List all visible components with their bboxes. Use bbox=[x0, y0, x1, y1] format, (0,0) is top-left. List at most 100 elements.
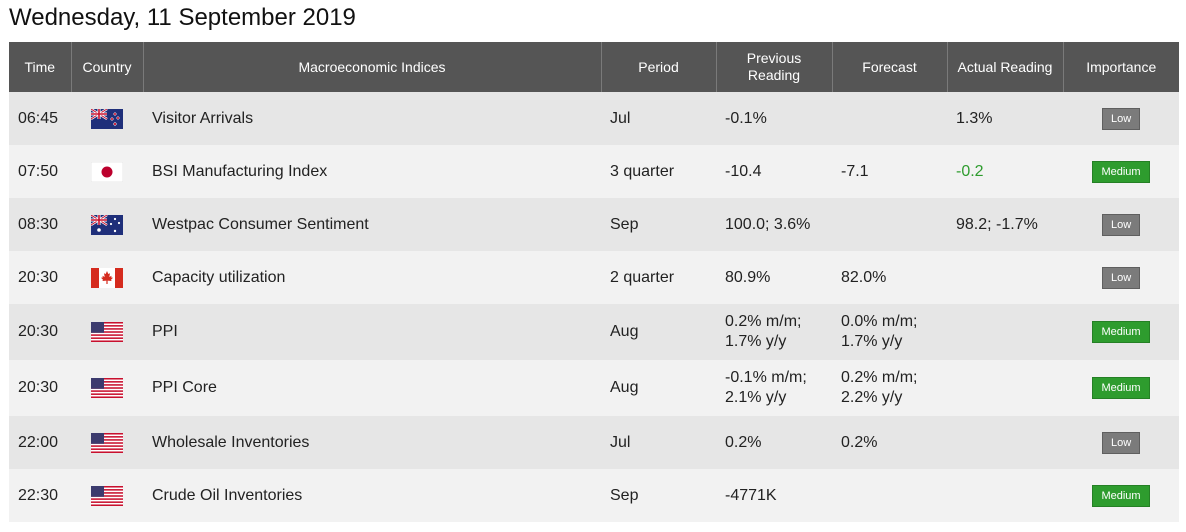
previous-value: -0.1% bbox=[725, 109, 767, 127]
usa-flag-icon bbox=[91, 485, 123, 506]
previous-value: 0.2% m/m; bbox=[725, 313, 802, 330]
event-name: Westpac Consumer Sentiment bbox=[152, 215, 369, 233]
actual-cell bbox=[947, 469, 1063, 522]
forecast-value-line2: 1.7% y/y bbox=[841, 333, 903, 350]
importance-cell: Low bbox=[1063, 92, 1179, 145]
previous-cell: -0.1% bbox=[716, 92, 832, 145]
time-cell: 07:50 bbox=[9, 145, 71, 198]
table-row[interactable]: 20:30 PPI Aug 0.2% m/m; 1.7% y/y 0.0% m/m; 1.… bbox=[9, 304, 1179, 360]
event-name: Wholesale Inventories bbox=[152, 433, 310, 451]
column-header-actual: Actual Reading bbox=[946, 42, 1063, 92]
forecast-cell: 0.2% m/m; 2.2% y/y bbox=[832, 360, 947, 416]
time-cell: 08:30 bbox=[9, 198, 71, 251]
importance-cell: Medium bbox=[1063, 469, 1179, 522]
actual-value: 98.2; -1.7% bbox=[956, 215, 1038, 233]
index-cell: Capacity utilization bbox=[143, 251, 601, 304]
actual-value: -0.2 bbox=[956, 162, 984, 180]
index-cell: Visitor Arrivals bbox=[143, 92, 601, 145]
country-cell bbox=[71, 469, 143, 522]
index-cell: BSI Manufacturing Index bbox=[143, 145, 601, 198]
importance-cell: Low bbox=[1063, 198, 1179, 251]
previous-cell: 0.2% m/m; 1.7% y/y bbox=[716, 304, 832, 360]
forecast-value: 0.2% bbox=[841, 433, 878, 451]
table-row[interactable]: 08:30 Westpac Consumer Sentiment Sep 100.0… bbox=[9, 198, 1179, 251]
importance-badge: Low bbox=[1102, 266, 1140, 289]
event-name: BSI Manufacturing Index bbox=[152, 162, 328, 180]
period-cell: Sep bbox=[601, 198, 716, 251]
column-header-forecast: Forecast bbox=[831, 42, 947, 92]
usa-flag-icon bbox=[91, 432, 123, 453]
forecast-value: -7.1 bbox=[841, 162, 869, 180]
importance-cell: Low bbox=[1063, 251, 1179, 304]
event-name: Capacity utilization bbox=[152, 268, 286, 286]
actual-cell bbox=[947, 304, 1063, 360]
event-time: 07:50 bbox=[18, 162, 59, 180]
event-time: 20:30 bbox=[18, 379, 59, 396]
country-cell bbox=[71, 360, 143, 416]
time-cell: 20:30 bbox=[9, 304, 71, 360]
previous-cell: -10.4 bbox=[716, 145, 832, 198]
country-cell bbox=[71, 145, 143, 198]
index-cell: Crude Oil Inventories bbox=[143, 469, 601, 522]
importance-badge: Medium bbox=[1092, 160, 1150, 183]
forecast-cell bbox=[832, 92, 947, 145]
actual-cell: -0.2 bbox=[947, 145, 1063, 198]
event-time: 20:30 bbox=[18, 268, 59, 286]
period-cell: Aug bbox=[601, 304, 716, 360]
country-cell bbox=[71, 198, 143, 251]
economic-calendar-table: Time Country Macroeconomic Indices Perio… bbox=[9, 42, 1179, 522]
period-cell: 2 quarter bbox=[601, 251, 716, 304]
country-cell bbox=[71, 416, 143, 469]
actual-value: 1.3% bbox=[956, 109, 993, 127]
event-name: Visitor Arrivals bbox=[152, 109, 254, 127]
event-period: Aug bbox=[610, 379, 639, 396]
period-cell: 3 quarter bbox=[601, 145, 716, 198]
table-row[interactable]: 20:30 PPI Core Aug -0.1% m/m; 2.1% y/y 0.2% … bbox=[9, 360, 1179, 416]
previous-value: -0.1% m/m; bbox=[725, 369, 807, 386]
previous-value: 0.2% bbox=[725, 433, 762, 451]
usa-flag-icon bbox=[91, 378, 123, 398]
table-row[interactable]: 22:00 Wholesale Inventories Jul 0.2% 0.2% Lo… bbox=[9, 416, 1179, 469]
previous-value: -10.4 bbox=[725, 162, 762, 180]
importance-badge: Medium bbox=[1092, 321, 1150, 343]
forecast-cell bbox=[832, 469, 947, 522]
table-row[interactable]: 20:30 Capacity utilization 2 quarter 80.9%… bbox=[9, 251, 1179, 304]
event-period: 2 quarter bbox=[610, 268, 675, 286]
importance-badge: Medium bbox=[1092, 377, 1150, 399]
importance-badge: Low bbox=[1102, 107, 1140, 130]
column-header-period: Period bbox=[600, 42, 716, 92]
event-time: 08:30 bbox=[18, 215, 59, 233]
importance-cell: Medium bbox=[1063, 145, 1179, 198]
country-cell bbox=[71, 251, 143, 304]
forecast-value-line2: 2.2% y/y bbox=[841, 389, 903, 406]
previous-value: 80.9% bbox=[725, 268, 771, 286]
importance-cell: Medium bbox=[1063, 304, 1179, 360]
table-row[interactable]: 07:50 BSI Manufacturing Index 3 quarter -1… bbox=[9, 145, 1179, 198]
time-cell: 20:30 bbox=[9, 251, 71, 304]
new-zealand-flag-icon bbox=[91, 108, 123, 129]
time-cell: 22:00 bbox=[9, 416, 71, 469]
previous-value: -4771K bbox=[725, 486, 777, 504]
page-title: Wednesday, 11 September 2019 bbox=[9, 4, 356, 31]
importance-badge: Low bbox=[1102, 213, 1140, 236]
table-row[interactable]: 06:45 Visitor Arrivals Jul -0.1% 1.3% Low bbox=[9, 92, 1179, 145]
importance-cell: Medium bbox=[1063, 360, 1179, 416]
time-cell: 22:30 bbox=[9, 469, 71, 522]
event-period: Jul bbox=[610, 109, 631, 127]
event-name: Crude Oil Inventories bbox=[152, 486, 303, 504]
forecast-value: 0.2% m/m; bbox=[841, 369, 918, 386]
previous-value-line2: 2.1% y/y bbox=[725, 389, 787, 406]
forecast-cell: -7.1 bbox=[832, 145, 947, 198]
event-name: PPI Core bbox=[152, 379, 217, 396]
importance-cell: Low bbox=[1063, 416, 1179, 469]
actual-cell: 1.3% bbox=[947, 92, 1063, 145]
column-header-previous-line1: Previous bbox=[746, 50, 802, 66]
usa-flag-icon bbox=[91, 322, 123, 342]
table-row[interactable]: 22:30 Crude Oil Inventories Sep -4771K Medi… bbox=[9, 469, 1179, 522]
previous-cell: 80.9% bbox=[716, 251, 832, 304]
country-cell bbox=[71, 304, 143, 360]
index-cell: Westpac Consumer Sentiment bbox=[143, 198, 601, 251]
forecast-cell: 0.2% bbox=[832, 416, 947, 469]
japan-flag-icon bbox=[91, 161, 123, 182]
event-period: 3 quarter bbox=[610, 162, 675, 180]
